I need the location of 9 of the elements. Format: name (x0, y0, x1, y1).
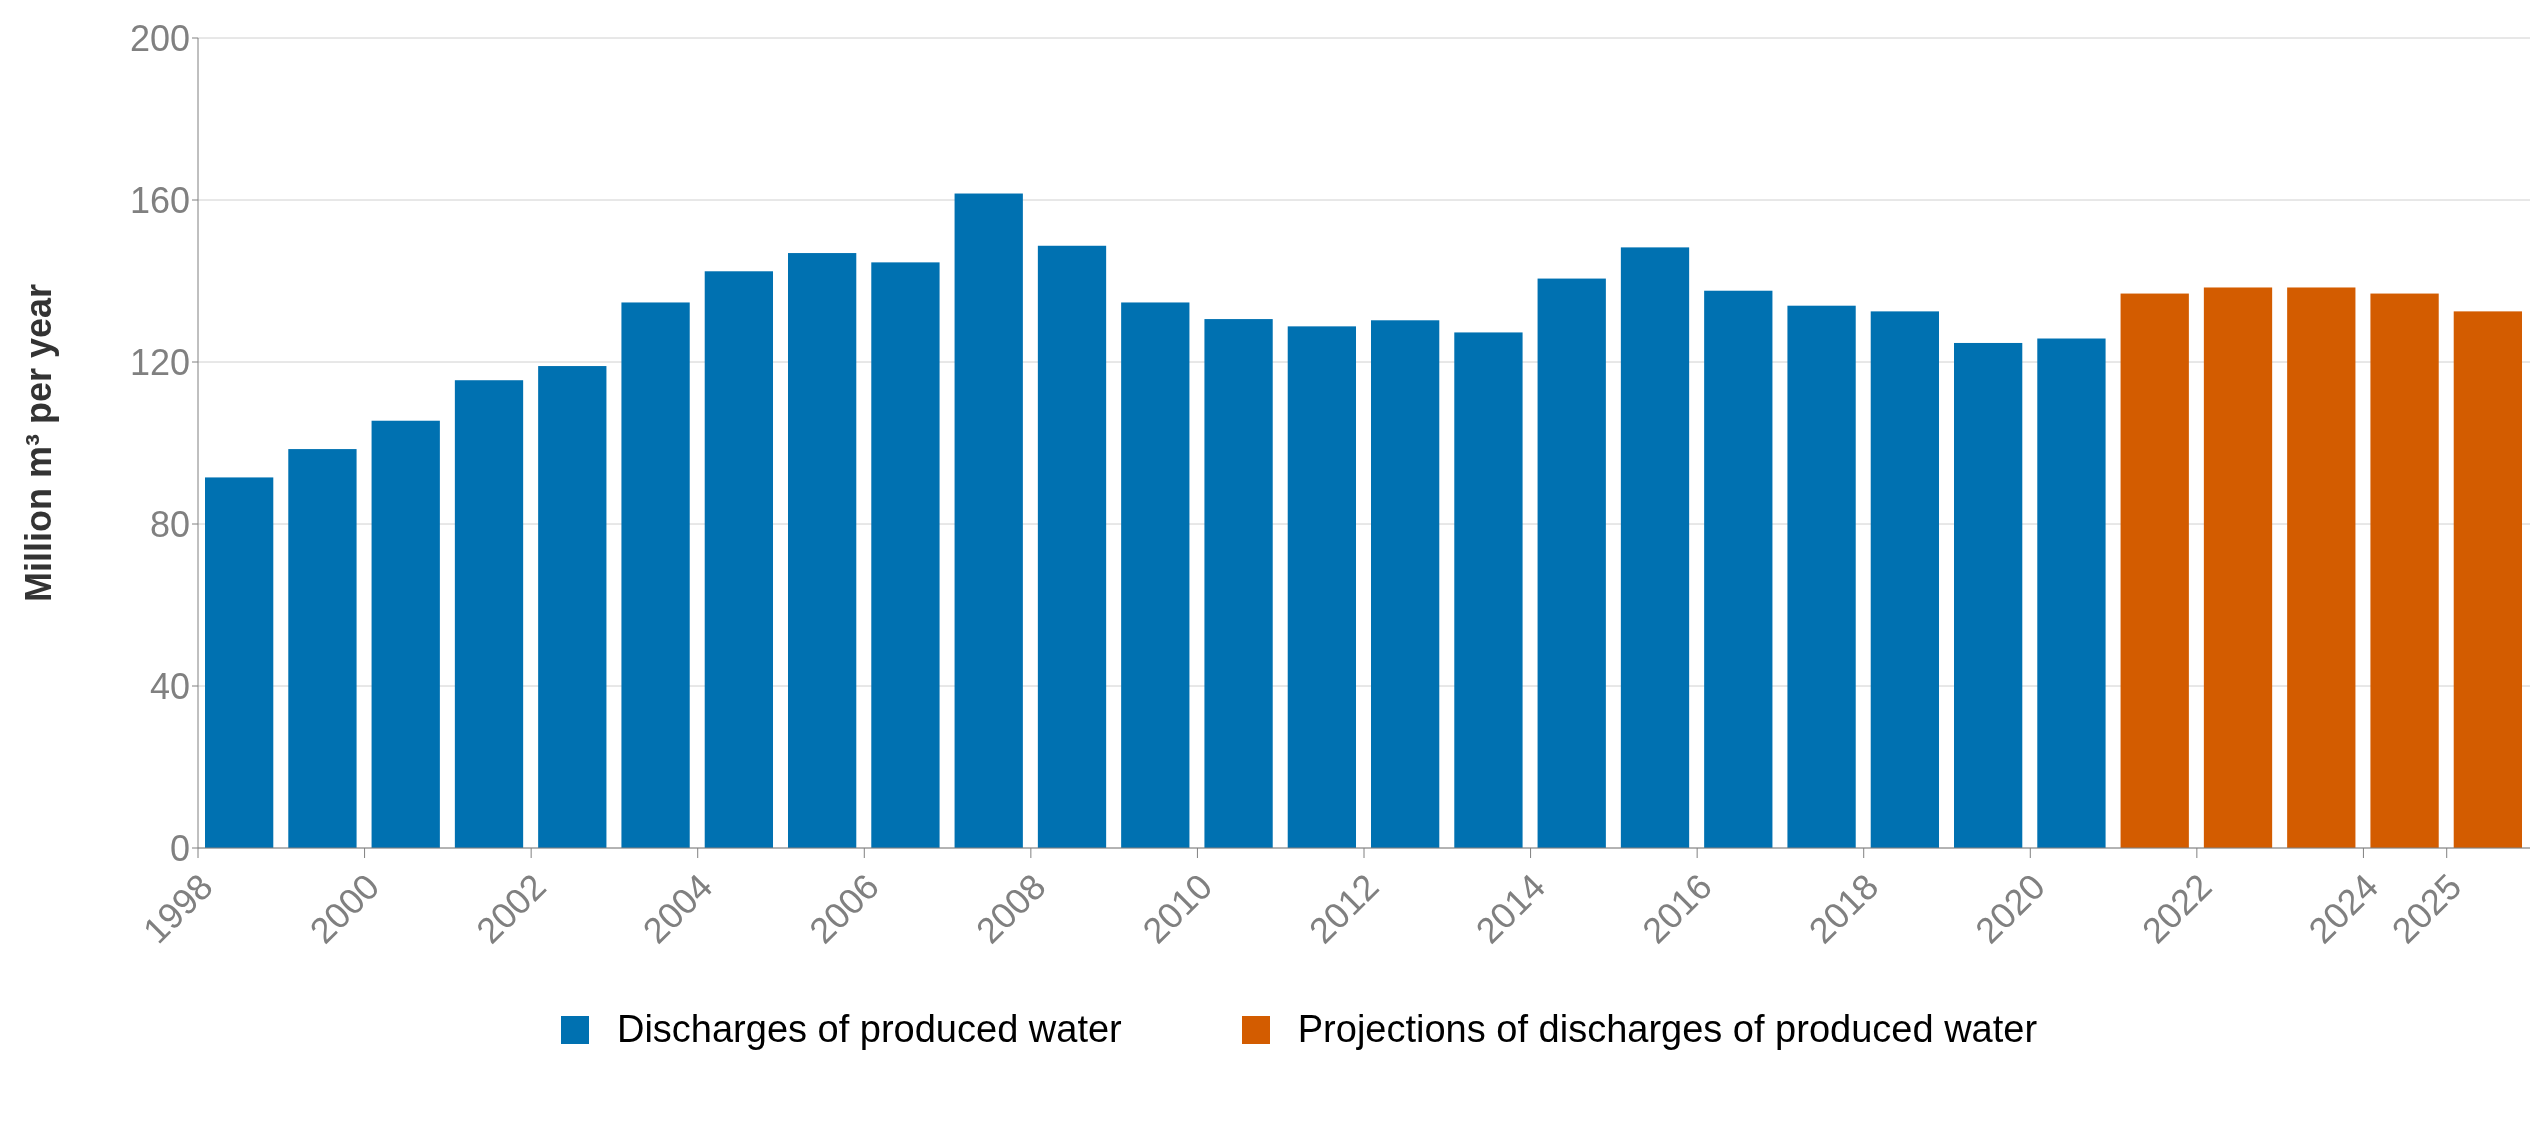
legend-label: Projections of discharges of produced water (1297, 1008, 2038, 1051)
y-axis-title: Million m³ per year (17, 283, 59, 603)
y-tick-label: 160 (129, 179, 190, 221)
y-tick-label: 200 (129, 17, 190, 59)
y-tick-label: 80 (149, 503, 190, 545)
y-tick-label: 120 (129, 341, 190, 383)
y-tick-label: 0 (169, 827, 190, 869)
legend-label: Discharges of produced water (616, 1008, 1122, 1051)
y-tick-label: 40 (149, 665, 190, 707)
